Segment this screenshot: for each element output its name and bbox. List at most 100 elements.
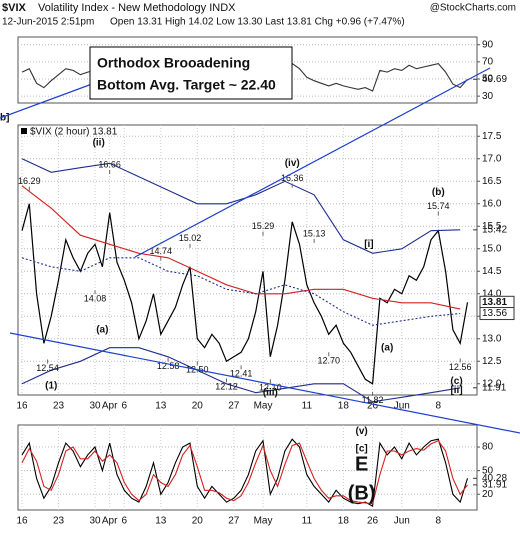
series-line: [21, 440, 468, 505]
x-tick-label: 26: [367, 401, 379, 412]
panels: 3050709049.69b]12.012.513.013.514.014.51…: [0, 36, 515, 527]
y-tick-label: 80: [482, 442, 494, 453]
wave-label: b]: [0, 113, 9, 124]
quote: Open 13.31 High 14.02 Low 13.30 Last 13.…: [110, 17, 405, 28]
panel: [17, 424, 478, 511]
x-tick-label: 26: [367, 516, 379, 527]
x-tick-label: 27: [228, 516, 240, 527]
y-tick-label: 17.5: [482, 131, 502, 142]
trend-line: [9, 332, 520, 434]
price-label: 16.29: [18, 176, 41, 186]
legend-label: $VIX (2 hour) 13.81: [30, 127, 118, 138]
end-label: 13.56: [482, 308, 507, 319]
wave-label: (a): [381, 342, 393, 353]
series-line: [21, 257, 461, 326]
x-tick-label: 18: [338, 401, 350, 412]
x-tick-label: 6: [121, 516, 127, 527]
y-tick-label: 12.5: [482, 356, 502, 367]
trend-line: [0, 83, 93, 119]
wave-label: (b): [432, 187, 445, 198]
date: 12-Jun-2015 2:51pm: [2, 17, 94, 28]
y-tick-label: 50: [482, 465, 494, 476]
price-label: 15.29: [252, 221, 275, 231]
x-tick-label: 8: [436, 401, 442, 412]
price-label: 14.08: [84, 294, 107, 304]
y-tick-label: 30: [482, 91, 494, 102]
x-tick-label: 18: [338, 516, 350, 527]
y-tick-label: 16.5: [482, 176, 502, 187]
price-label: 11.82: [362, 395, 384, 405]
x-tick-label: Apr: [102, 516, 118, 527]
x-tick-label: May: [254, 516, 273, 527]
y-tick-label: 20: [482, 489, 494, 500]
symbol: $VIX: [2, 2, 27, 14]
wave-label: (iii): [263, 387, 278, 398]
wave-label: (c): [450, 376, 462, 387]
end-label: 15.42: [482, 224, 507, 235]
wave-label: (B): [348, 483, 376, 505]
price-label: 15.13: [303, 228, 326, 238]
y-tick-label: 50: [482, 74, 494, 85]
y-tick-label: 14.5: [482, 266, 502, 277]
x-tick-label: 11: [302, 516, 313, 527]
price-label: 16.36: [281, 173, 304, 183]
wave-label: (a): [96, 324, 108, 335]
x-tick-label: Jun: [394, 516, 410, 527]
price-label: 15.74: [427, 201, 450, 211]
end-label: 11.91: [482, 382, 507, 393]
y-tick-label: 70: [482, 56, 494, 67]
price-label: 12.70: [317, 356, 340, 366]
note: Orthodox Brooadening: [97, 55, 250, 71]
x-tick-label: 11: [302, 401, 313, 412]
trend-line: [134, 67, 491, 258]
series-line: [21, 185, 461, 310]
y-tick-label: 15.0: [482, 243, 502, 254]
x-tick-label: 13: [155, 401, 167, 412]
wave-label: [c]: [355, 443, 367, 454]
x-tick-label: Jun: [394, 401, 410, 412]
y-tick-label: 15.5: [482, 221, 502, 232]
y-tick-label: 90: [482, 39, 494, 50]
x-tick-label: 30: [89, 516, 101, 527]
wave-label: (iv): [285, 158, 300, 169]
price-label: 15.02: [179, 233, 202, 243]
y-tick-label: 16.0: [482, 198, 502, 209]
y-tick-label: 17.0: [482, 153, 502, 164]
price-label: 12.54: [36, 363, 59, 373]
y-tick-label: 12.0: [482, 378, 502, 389]
end-label: 40.28: [482, 473, 507, 484]
price-label: 12.12: [215, 382, 238, 392]
x-tick-label: 27: [228, 401, 240, 412]
series-line: [21, 203, 469, 385]
series-line: [21, 438, 469, 507]
x-tick-label: May: [254, 401, 273, 412]
panel: [17, 124, 478, 396]
wave-label: E: [355, 453, 368, 475]
price-label: 12.41: [230, 369, 253, 379]
y-tick-label: 14.0: [482, 288, 502, 299]
end-label: 13.81: [482, 297, 507, 308]
wave-label: [i]: [364, 239, 373, 250]
series-line: [21, 158, 461, 254]
series-line: [21, 347, 461, 403]
price-label: 12.56: [449, 362, 472, 372]
note-box: [89, 46, 293, 100]
x-tick-label: 20: [192, 401, 204, 412]
price-label: 16.66: [98, 159, 121, 169]
price-label: 14.74: [150, 246, 173, 256]
wave-label: (v): [355, 426, 367, 437]
credit: @StockCharts.com: [430, 3, 516, 14]
end-label: 49.69: [482, 74, 507, 85]
x-tick-label: 30: [89, 401, 101, 412]
end-label: 31.91: [482, 480, 507, 491]
instrument-name: Volatility Index - New Methodology INDX: [38, 2, 236, 14]
x-tick-label: Apr: [102, 401, 118, 412]
x-tick-label: 6: [121, 401, 127, 412]
x-tick-label: 16: [16, 516, 28, 527]
wave-label: [ii]: [450, 385, 462, 396]
end-label-box: [479, 307, 515, 321]
x-tick-label: 16: [16, 401, 28, 412]
x-tick-label: 20: [192, 516, 204, 527]
x-tick-label: 8: [436, 516, 442, 527]
